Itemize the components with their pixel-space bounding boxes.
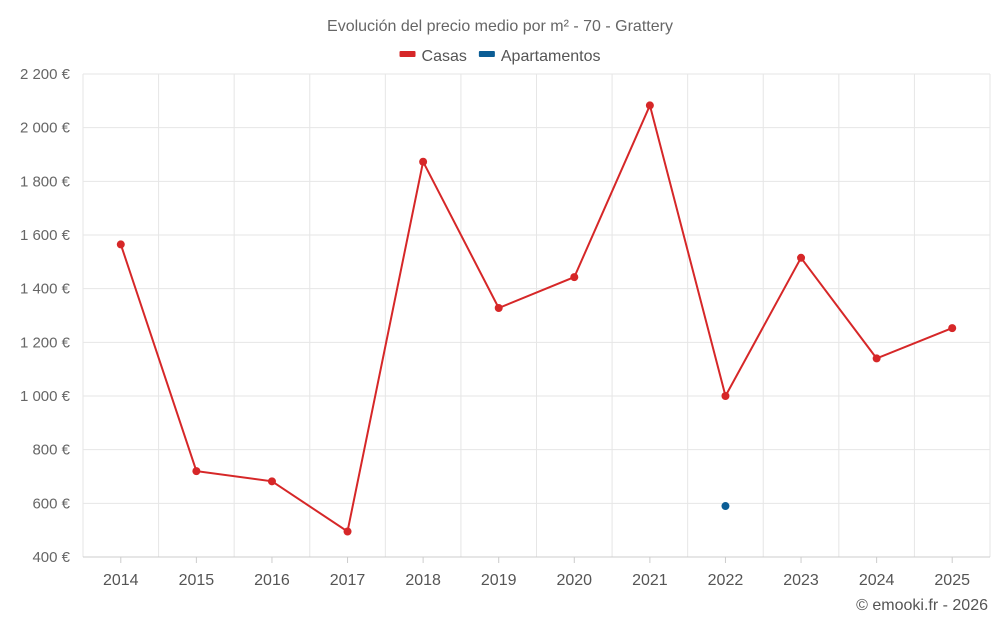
x-tick-label: 2020: [556, 572, 592, 589]
data-point-casas: [116, 240, 125, 249]
legend-swatch: [478, 51, 495, 57]
y-tick-label: 1 000 €: [20, 388, 71, 405]
credit-text: © emooki.fr - 2026: [856, 597, 988, 614]
x-tick-label: 2018: [405, 572, 441, 589]
x-tick-label: 2014: [103, 572, 139, 589]
data-point-casas: [872, 354, 881, 363]
y-axis: 400 € 600 € 800 € 1 000 € 1 200 € 1 400 € 1 60…: [20, 66, 71, 566]
y-tick-label: 600 €: [32, 495, 70, 512]
legend-label: Casas: [422, 48, 467, 65]
data-point-casas: [494, 303, 503, 312]
legend-swatch: [399, 51, 416, 57]
x-tick-label: 2024: [859, 572, 895, 589]
series-layer: [116, 101, 957, 536]
data-point-apartamentos: [721, 502, 730, 511]
data-point-casas: [570, 273, 579, 282]
data-point-casas: [948, 324, 957, 333]
x-tick-label: 2017: [330, 572, 366, 589]
x-tick-label: 2016: [254, 572, 290, 589]
x-axis: 2014 2015 2016 2017 2018 2019 2020 2021 2022 2023…: [83, 556, 990, 589]
x-tick-label: 2021: [632, 572, 668, 589]
data-point-casas: [419, 157, 428, 166]
data-point-casas: [343, 527, 352, 536]
y-tick-label: 2 200 €: [20, 66, 71, 83]
y-tick-label: 400 €: [32, 549, 70, 566]
grid: [82, 73, 991, 558]
x-tick-label: 2022: [708, 572, 744, 589]
y-tick-label: 1 400 €: [20, 281, 71, 298]
legend-label: Apartamentos: [501, 48, 601, 65]
series-line-casas: [119, 102, 953, 534]
x-tick-label: 2023: [783, 572, 819, 589]
data-point-casas: [645, 101, 654, 110]
data-point-casas: [267, 477, 276, 486]
y-tick-label: 1 600 €: [20, 227, 71, 244]
legend: Casas Apartamentos: [399, 48, 601, 65]
chart-title: Evolución del precio medio por m² - 70 -…: [327, 18, 673, 35]
y-tick-label: 800 €: [32, 442, 70, 459]
x-tick-label: 2025: [934, 572, 970, 589]
data-point-casas: [192, 467, 201, 476]
x-tick-label: 2019: [481, 572, 517, 589]
y-tick-label: 1 800 €: [20, 173, 71, 190]
x-tick-label: 2015: [179, 572, 215, 589]
y-tick-label: 1 200 €: [20, 334, 71, 351]
data-point-casas: [797, 253, 806, 262]
data-point-casas: [721, 392, 730, 400]
y-tick-label: 2 000 €: [20, 120, 71, 137]
